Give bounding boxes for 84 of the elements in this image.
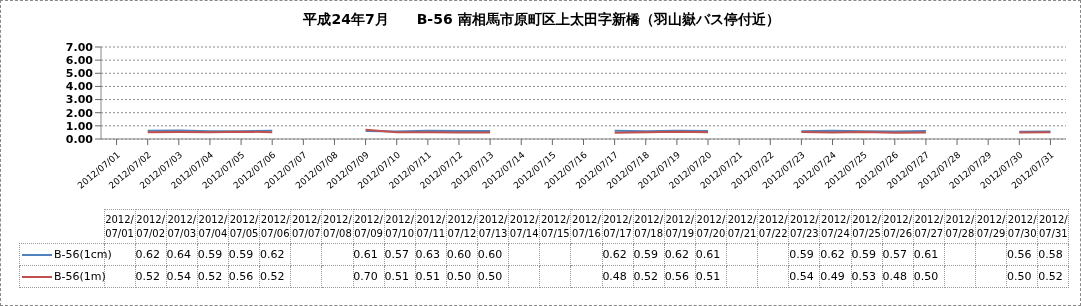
legend-label: B-56(1cm): [53, 247, 112, 263]
data-label: 0.57: [384, 247, 409, 261]
data-label: 0.56: [664, 269, 690, 283]
data-label: 0.61: [913, 247, 939, 261]
data-label: 0.60: [477, 247, 503, 261]
data-label: 0.62: [135, 247, 160, 261]
y-tick-label: 4.00: [65, 80, 94, 94]
category-label: 2012/07/02: [136, 213, 166, 239]
category-label: 2012/07/04: [198, 213, 228, 239]
category-label: 2012/07/12: [447, 213, 477, 239]
y-tick-label: 7.00: [65, 40, 94, 54]
data-label: 0.56: [1007, 247, 1032, 261]
data-label: 0.51: [695, 269, 721, 283]
y-tick-label: 6.00: [65, 54, 94, 68]
category-label: 2012/07/22: [758, 213, 788, 239]
category-label: 2012/07/23: [789, 213, 819, 239]
data-label: 0.48: [602, 269, 627, 283]
category-label: 2012/07/03: [167, 213, 197, 239]
category-label: 2012/07/08: [323, 213, 352, 239]
category-label: 2012/07/13: [478, 213, 508, 239]
chart-title: 平成24年7月 B-56 南相馬市原町区上太田字新橋（羽山嶽バス停付近）: [302, 11, 781, 29]
data-label: 0.62: [602, 247, 627, 261]
data-label: 0.50: [477, 269, 503, 283]
category-label: 2012/07/16: [572, 213, 601, 239]
data-label: 0.60: [446, 247, 472, 261]
category-label: 2012/07/06: [260, 213, 290, 239]
data-label: 0.62: [820, 247, 845, 261]
data-label: 0.59: [228, 247, 254, 261]
data-label: 0.57: [882, 247, 908, 261]
data-label: 0.62: [259, 247, 285, 261]
data-label: 0.64: [166, 247, 192, 261]
data-label: 0.51: [384, 269, 409, 283]
category-label: 2012/07/25: [852, 213, 881, 239]
data-label: 0.52: [633, 269, 659, 283]
category-label: 2012/07/24: [821, 213, 850, 239]
category-label: 2012/07/20: [696, 213, 726, 239]
category-label: 2012/07/10: [385, 213, 415, 239]
data-label: 0.59: [851, 247, 876, 261]
y-tick-label: 5.00: [65, 67, 94, 81]
data-label: 0.52: [197, 269, 223, 283]
data-label: 0.54: [166, 269, 192, 283]
data-label: 0.48: [882, 269, 908, 283]
data-label: 0.50: [446, 269, 472, 283]
y-tick-label: 0.00: [65, 132, 94, 146]
data-label: 0.61: [695, 247, 721, 261]
category-label: 2012/07/09: [354, 213, 383, 239]
data-label: 0.52: [135, 269, 160, 283]
data-label: 0.56: [228, 269, 254, 283]
data-label: 0.51: [415, 269, 441, 283]
data-label: 0.50: [913, 269, 939, 283]
category-label: 2012/07/21: [727, 213, 757, 239]
data-label: 0.59: [789, 247, 814, 261]
data-label: 0.50: [1007, 269, 1032, 283]
y-tick-label: 2.00: [65, 106, 94, 120]
category-label: 2012/07/07: [291, 213, 321, 239]
data-label: 0.59: [197, 247, 223, 261]
category-label: 2012/07/17: [603, 213, 632, 239]
category-label: 2012/07/31: [1038, 213, 1068, 239]
legend-label: B-56(1m): [19, 265, 106, 288]
data-label: 0.52: [1038, 269, 1063, 283]
category-label: 2012/07/28: [945, 213, 975, 239]
data-label: 0.59: [633, 247, 659, 261]
category-label: 2012/07/18: [634, 213, 664, 239]
y-tick-label: 3.00: [65, 93, 94, 107]
category-label: 2012/07/05: [229, 213, 259, 239]
data-label: 0.63: [415, 247, 441, 261]
category-label: 2012/07/15: [540, 213, 570, 239]
category-label: 2012/07/27: [914, 213, 944, 239]
data-label: 0.53: [851, 269, 876, 283]
category-label: 2012/07/01: [105, 213, 134, 239]
data-label: 0.58: [1038, 247, 1063, 261]
category-label: 2012/07/14: [509, 213, 539, 239]
category-label: 2012/07/26: [883, 213, 913, 239]
category-label: 2012/07/11: [416, 213, 446, 239]
data-label: 0.49: [820, 269, 845, 283]
category-label: 2012/07/19: [665, 213, 695, 239]
y-tick-label: 1.00: [65, 119, 94, 133]
data-label: 0.61: [353, 247, 378, 261]
category-label: 2012/07/30: [1007, 213, 1037, 239]
category-label: 2012/07/29: [976, 213, 1006, 239]
data-label: 0.54: [789, 269, 814, 283]
data-label: 0.62: [664, 247, 690, 261]
data-label: 0.52: [259, 269, 285, 283]
data-label: 0.70: [353, 269, 378, 283]
